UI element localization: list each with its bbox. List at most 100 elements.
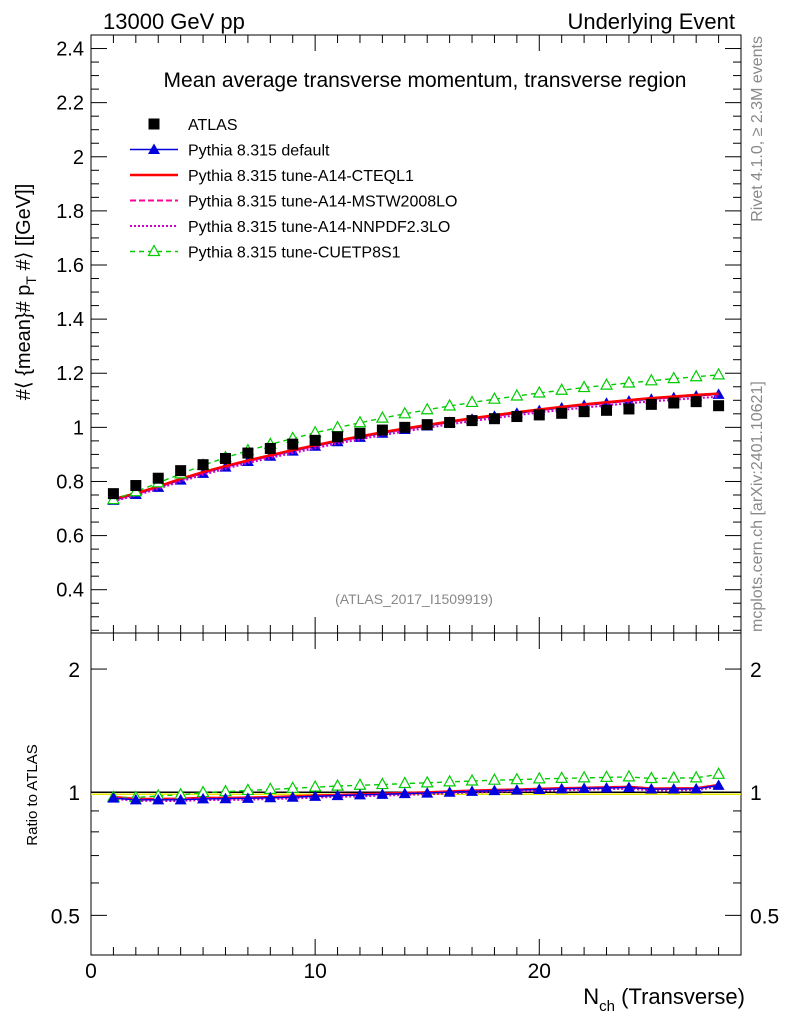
y-tick-label: 1.8 <box>56 201 84 223</box>
data-point <box>398 406 412 419</box>
data-point <box>399 421 411 433</box>
data-point <box>398 787 411 799</box>
legend-label: Pythia 8.315 tune-A14-CTEQL1 <box>188 168 414 185</box>
data-point <box>667 770 681 783</box>
ratio-y-tick-label-left: 1 <box>68 782 80 805</box>
legend-marker <box>148 143 160 154</box>
data-point <box>600 781 613 793</box>
data-point <box>623 403 635 415</box>
data-point <box>375 777 389 790</box>
data-point <box>577 380 591 393</box>
data-point <box>107 792 120 803</box>
data-point <box>645 783 658 794</box>
ratio-series-group <box>106 767 726 805</box>
data-point <box>354 427 366 439</box>
data-point <box>622 781 635 792</box>
data-point <box>645 398 657 410</box>
data-point <box>152 472 164 484</box>
data-point <box>555 383 569 395</box>
y-tick-label: 1.2 <box>56 363 84 385</box>
data-point <box>578 782 591 793</box>
data-point <box>219 452 231 464</box>
data-point <box>466 785 479 796</box>
data-point <box>398 776 412 789</box>
data-point <box>487 772 501 785</box>
data-point <box>174 793 187 805</box>
x-axis-label: Nch (Transverse) <box>583 984 745 1015</box>
data-point <box>308 779 322 792</box>
data-point <box>443 786 456 797</box>
data-point <box>690 396 702 408</box>
series-line <box>113 374 719 501</box>
data-point <box>601 404 613 416</box>
data-point <box>533 783 546 795</box>
data-point <box>444 416 456 428</box>
series-line <box>113 392 719 501</box>
analysis-watermark: (ATLAS_2017_I1509919) <box>335 591 493 607</box>
data-point <box>689 770 703 783</box>
data-point <box>241 792 254 803</box>
series-line <box>113 395 719 503</box>
data-point <box>332 431 344 443</box>
ratio-y-tick-label-right: 1 <box>750 782 762 805</box>
data-point <box>488 413 500 425</box>
legend-label: Pythia 8.315 tune-A14-MSTW2008LO <box>188 194 457 211</box>
x-tick-label: 10 <box>303 960 326 983</box>
y-tick-label: 0.6 <box>56 526 84 548</box>
data-point <box>600 377 614 390</box>
data-point <box>465 395 479 408</box>
data-point <box>309 790 322 801</box>
series-line <box>113 785 719 802</box>
data-point <box>712 779 725 790</box>
series-line <box>113 773 719 799</box>
ratio-y-tick-label-right: 0.5 <box>750 905 779 928</box>
data-point <box>152 793 165 805</box>
data-point <box>130 480 142 492</box>
data-point <box>510 388 524 401</box>
data-point <box>420 775 434 788</box>
data-point <box>443 398 457 411</box>
y-tick-label: 2.2 <box>56 93 84 115</box>
data-point <box>668 397 680 409</box>
legend-label: Pythia 8.315 tune-A14-NNPDF2.3LO <box>188 219 450 236</box>
data-point <box>644 771 658 784</box>
data-point <box>197 459 209 471</box>
legend-label: Pythia 8.315 tune-CUETP8S1 <box>188 245 401 262</box>
main-title: Mean average transverse momentum, transv… <box>164 69 687 92</box>
legend-label: Pythia 8.315 default <box>188 143 330 160</box>
y-tick-label: 1.6 <box>56 255 84 277</box>
data-point <box>309 434 321 446</box>
data-point <box>264 442 276 454</box>
data-point <box>533 409 545 421</box>
data-point <box>667 371 681 384</box>
main-axis-ticks <box>90 34 742 633</box>
data-point <box>510 784 523 795</box>
data-point <box>420 402 434 415</box>
data-point <box>421 787 434 798</box>
main-y-axis-label: #⟨ {mean}# pT #⟩ [[GeV]] <box>13 184 39 401</box>
data-point <box>331 778 345 791</box>
data-point <box>532 385 546 398</box>
legend: ATLAS Pythia 8.315 default Pythia 8.315 tu… <box>130 117 457 262</box>
legend-marker <box>147 244 161 257</box>
data-point <box>264 791 277 803</box>
y-tick-label: 2 <box>73 147 84 169</box>
data-point <box>286 781 300 793</box>
data-point <box>242 447 254 459</box>
data-point <box>331 420 345 433</box>
data-point <box>690 782 703 794</box>
header-right: Underlying Event <box>567 9 735 34</box>
main-y-tick-labels: 0.4 0.6 0.8 1 1.2 1.4 1.6 1.8 2 2.2 2.4 <box>56 39 84 602</box>
data-point <box>667 783 680 794</box>
data-point <box>353 788 366 800</box>
x-tick-label: 0 <box>85 960 97 983</box>
side-label-top: Rivet 4.1.0, ≥ 2.3M events <box>749 36 766 222</box>
data-point <box>287 438 299 450</box>
data-point <box>510 772 524 785</box>
y-tick-label: 1.4 <box>56 309 84 331</box>
data-point <box>421 419 433 431</box>
data-point <box>532 771 546 784</box>
data-point <box>466 415 478 427</box>
data-point <box>622 375 636 388</box>
